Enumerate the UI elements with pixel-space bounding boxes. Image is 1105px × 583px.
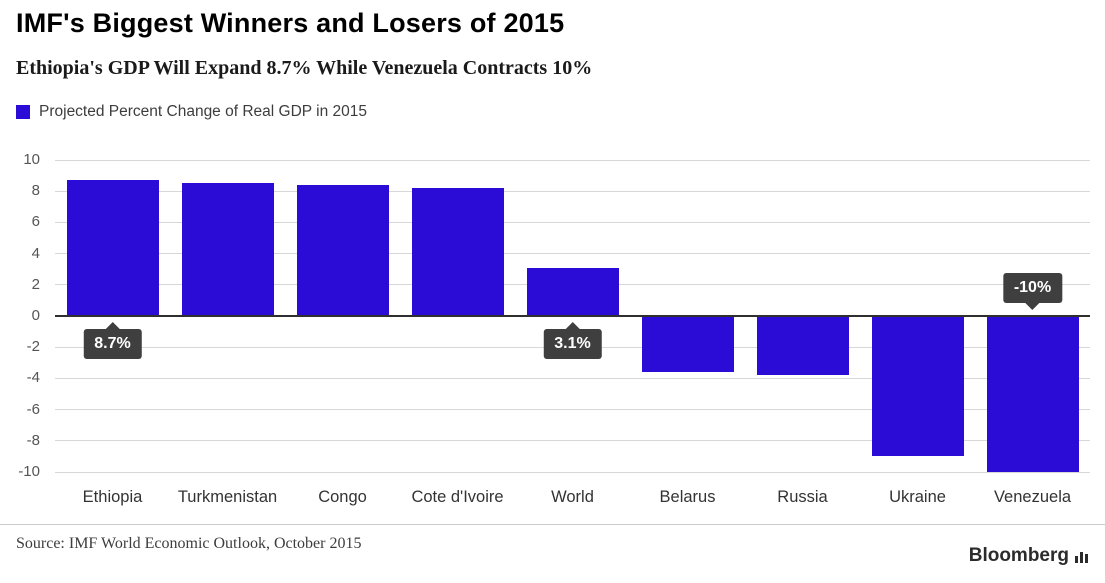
y-tick-label: 4 xyxy=(31,244,40,262)
x-tick-label: Venezuela xyxy=(993,488,1072,506)
callout-pointer-icon xyxy=(105,322,120,329)
y-tick-label: -4 xyxy=(26,369,40,387)
bar-congo xyxy=(296,184,389,316)
x-axis: Ethiopia Turkmenistan Congo Cote d'Ivoire Wo… xyxy=(55,480,1090,506)
x-tick-label: Ethiopia xyxy=(82,488,143,506)
x-tick-label: Belarus xyxy=(659,488,716,506)
bar-venezuela xyxy=(986,316,1079,472)
y-tick-label: 8 xyxy=(31,182,40,200)
footer-divider xyxy=(0,524,1105,525)
x-tick-label: Cote d'Ivoire xyxy=(411,488,504,506)
zero-gridline xyxy=(55,315,1090,317)
gridline xyxy=(55,253,1090,255)
value-callout: 8.7% xyxy=(83,322,142,359)
page-title: IMF's Biggest Winners and Losers of 2015 xyxy=(16,8,565,38)
bar-ethiopia xyxy=(66,180,159,316)
gridline xyxy=(55,159,1090,161)
y-tick-label: -2 xyxy=(26,338,40,356)
y-tick-label: 10 xyxy=(23,151,40,168)
callout-pointer-icon xyxy=(1025,303,1040,310)
gridline xyxy=(55,377,1090,379)
y-tick-label: 0 xyxy=(31,307,40,324)
plot-area: 8.7% 3.1% -10% xyxy=(55,159,1090,473)
page-subtitle: Ethiopia's GDP Will Expand 8.7% While Ve… xyxy=(16,57,593,79)
bar-turkmenistan xyxy=(181,183,274,316)
y-tick-label: 6 xyxy=(31,213,40,231)
gridline xyxy=(55,190,1090,192)
x-tick-label: Turkmenistan xyxy=(177,488,278,506)
y-tick-label: -10 xyxy=(18,463,40,480)
x-tick-label: World xyxy=(551,488,594,506)
bloomberg-wordmark: Bloomberg xyxy=(968,545,1069,566)
bar-ukraine xyxy=(871,316,964,457)
bar-belarus xyxy=(641,316,734,373)
legend-swatch-icon xyxy=(16,105,30,119)
bar-world xyxy=(526,267,619,316)
y-tick-label: 2 xyxy=(31,275,40,293)
y-tick-label: -6 xyxy=(26,400,40,418)
gridline xyxy=(55,221,1090,223)
x-tick-label: Ukraine xyxy=(889,488,946,506)
legend: Projected Percent Change of Real GDP in … xyxy=(16,103,367,121)
bar-cote-d-ivoire xyxy=(411,188,504,316)
gridline xyxy=(55,471,1090,473)
bloomberg-chart-icon xyxy=(1075,551,1088,563)
bloomberg-logo: Bloomberg xyxy=(969,545,1089,567)
bar-russia xyxy=(756,316,849,376)
gridline xyxy=(55,409,1090,411)
callout-pointer-icon xyxy=(565,322,580,329)
x-tick-label: Congo xyxy=(318,488,367,506)
legend-label: Projected Percent Change of Real GDP in … xyxy=(39,103,367,120)
x-tick-label: Russia xyxy=(777,488,828,506)
source-note: Source: IMF World Economic Outlook, Octo… xyxy=(16,535,362,552)
value-callout: 3.1% xyxy=(543,322,602,359)
gridline xyxy=(55,440,1090,442)
y-axis: 10 8 6 4 2 0 -2 -4 -6 -8 -10 xyxy=(0,151,44,480)
y-tick-label: -8 xyxy=(26,431,40,449)
value-callout: -10% xyxy=(1002,273,1063,310)
